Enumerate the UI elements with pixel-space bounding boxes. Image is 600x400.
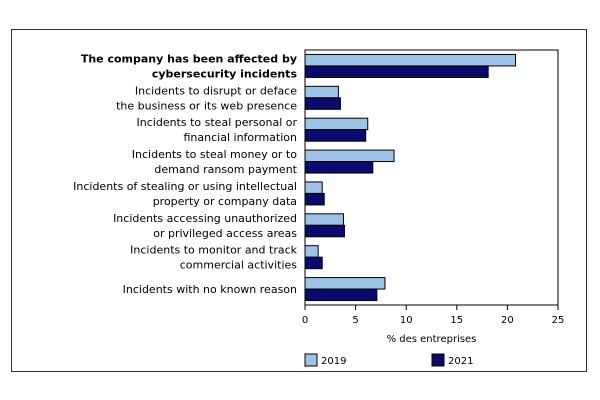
- bar-2021-4: [304, 192, 325, 206]
- bar-2021-3: [304, 161, 374, 174]
- bar-2021-2: [304, 129, 367, 142]
- category-label-3: Incidents to steal money or to demand ran…: [132, 148, 298, 176]
- x-axis-title: % des entreprises: [387, 334, 477, 345]
- category-label-5: Incidents accessing unauthorized or privi…: [113, 212, 297, 240]
- bar-2019-2: [304, 117, 369, 131]
- category-label-4: Incidents of stealing or using intellect…: [73, 180, 297, 208]
- bar-2021-6: [304, 256, 323, 270]
- bar-2021-7: [304, 288, 378, 302]
- bar-2021-5: [304, 224, 345, 238]
- legend-label-2019: 2019: [321, 356, 346, 367]
- bar-2021-0: [304, 65, 489, 78]
- bar-2021-1: [304, 97, 341, 110]
- chart-frame: The company has been affected by cybersec…: [11, 29, 587, 372]
- category-label-0: The company has been affected by cybersec…: [81, 52, 298, 80]
- bar-chart: The company has been affected by cybersec…: [73, 49, 565, 367]
- x-tick-label-4: 20: [501, 315, 514, 326]
- bar-2019-6: [304, 245, 319, 258]
- bar-2019-1: [304, 85, 339, 99]
- category-label-7: Incidents with no known reason: [123, 283, 297, 296]
- plot-area: [304, 49, 559, 306]
- x-tick-label-3: 15: [450, 315, 463, 326]
- legend-label-2021: 2021: [448, 356, 473, 367]
- x-tick-label-1: 5: [352, 315, 358, 326]
- x-tick-label-5: 25: [552, 315, 565, 326]
- bar-2019-0: [304, 53, 516, 67]
- bar-2019-4: [304, 181, 323, 194]
- x-tick-label-2: 10: [400, 315, 413, 326]
- legend-swatch-2021: [431, 353, 445, 367]
- category-label-6: Incidents to monitor and track commercial…: [130, 244, 297, 272]
- bar-2019-7: [304, 277, 386, 290]
- bar-2019-5: [304, 213, 344, 226]
- x-tick-label-0: 0: [302, 315, 308, 326]
- category-label-1: Incidents to disrupt or deface the busine…: [116, 84, 297, 112]
- category-label-2: Incidents to steal personal or financial …: [137, 116, 298, 144]
- legend-swatch-2019: [304, 353, 318, 367]
- bar-2019-3: [304, 149, 395, 163]
